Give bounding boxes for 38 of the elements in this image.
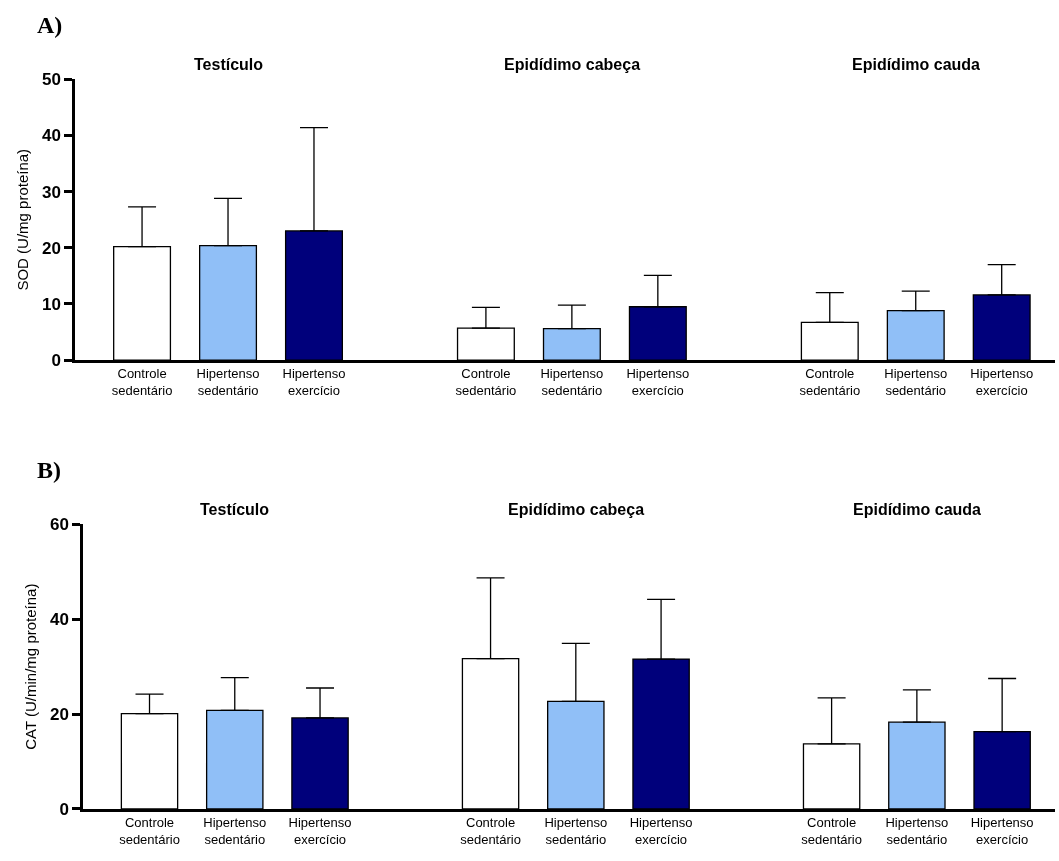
y-tick-label: 40	[41, 126, 61, 146]
y-axis-title: CAT (U/min/mg proteína)	[22, 583, 40, 750]
text: Epidídimo cauda	[852, 56, 981, 73]
x-tick-label: Controle sedentário	[799, 366, 861, 399]
chart-title: A)	[37, 12, 63, 38]
y-tick-label: 60	[49, 515, 69, 535]
x-tick-label: Hipertenso exercício	[282, 366, 346, 399]
y-tick-label: 20	[49, 705, 69, 725]
y-tick-label: 40	[49, 610, 69, 630]
y-tick-label: 10	[41, 294, 61, 314]
y-tick-label: 50	[41, 70, 61, 90]
y-axis-title: SOD (U/mg proteína)	[14, 148, 32, 291]
y-tick-label: 0	[51, 351, 61, 371]
x-tick-label: Hipertenso exercício	[970, 366, 1034, 399]
x-tick-label: Controle sedentário	[111, 366, 173, 399]
x-tick-label: Hipertenso exercício	[288, 815, 352, 848]
text: Testículo	[200, 501, 270, 518]
x-tick-label: Controle sedentário	[455, 366, 517, 399]
x-tick-label: Controle sedentário	[460, 815, 521, 848]
text: Epidídimo cabeça	[508, 501, 645, 518]
x-tick-label: Hipertenso sedentário	[203, 815, 267, 848]
x-tick-label: Hipertenso exercício	[970, 815, 1034, 848]
x-tick-label: Hipertenso sedentário	[196, 366, 260, 399]
x-tick-label: Hipertenso sedentário	[884, 366, 948, 399]
x-tick-label: Hipertenso exercício	[626, 366, 690, 399]
x-tick-label: Controle sedentário	[119, 815, 180, 848]
text: Epidídimo cauda	[853, 501, 982, 518]
x-tick-label: Controle sedentário	[801, 815, 862, 848]
chart-title: B)	[37, 457, 61, 483]
x-tick-label: Hipertenso sedentário	[885, 815, 949, 848]
text: Epidídimo cabeça	[504, 56, 641, 73]
x-tick-label: Hipertenso sedentário	[544, 815, 608, 848]
x-tick-label: Hipertenso exercício	[629, 815, 693, 848]
y-tick-label: 30	[41, 182, 61, 202]
y-tick-label: 20	[41, 238, 61, 258]
text: Testículo	[194, 56, 264, 73]
x-tick-label: Hipertenso sedentário	[540, 366, 604, 399]
y-tick-label: 0	[59, 799, 69, 819]
